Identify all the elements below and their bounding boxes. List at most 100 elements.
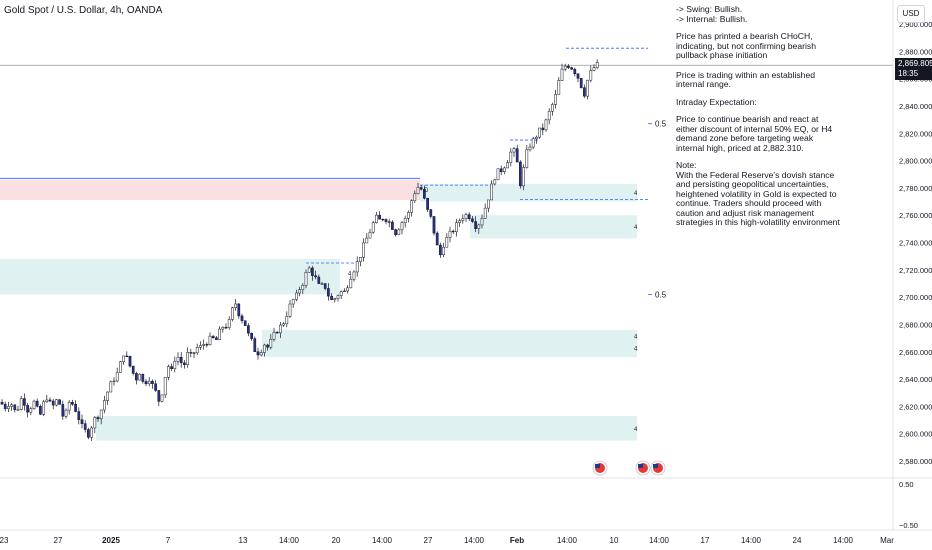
- bear-candle: [317, 276, 321, 284]
- time-tick-label: Mar: [880, 536, 894, 545]
- currency-button[interactable]: USD: [897, 5, 925, 23]
- bear-candle: [573, 68, 577, 75]
- bear-candle: [144, 381, 148, 385]
- bull-candle: [173, 361, 177, 370]
- bull-candle: [493, 179, 497, 185]
- time-tick-label: 27: [54, 536, 63, 545]
- bull-candle: [375, 214, 378, 224]
- bear-candle: [224, 326, 228, 329]
- current-price-tag: 2,869.805 18:35: [895, 58, 932, 80]
- bear-candle: [61, 404, 65, 417]
- zone-marker: 4: [634, 427, 638, 433]
- current-price: 2,869.805: [898, 59, 932, 68]
- bear-candle: [541, 127, 545, 131]
- bear-candle: [83, 423, 87, 430]
- bull-candle: [10, 404, 13, 407]
- bull-candle: [55, 399, 58, 406]
- bear-candle: [327, 288, 330, 297]
- bear-candle: [423, 189, 426, 199]
- demand-zone: [0, 258, 340, 295]
- bull-candle: [464, 214, 468, 219]
- bull-candle: [448, 230, 452, 238]
- bull-candle: [343, 290, 346, 293]
- note-expectation-title: Intraday Expectation:: [676, 96, 757, 107]
- bull-candle: [103, 400, 106, 411]
- bear-candle: [71, 402, 74, 405]
- bear-candle: [576, 73, 580, 79]
- bull-candle: [29, 408, 33, 413]
- bear-candle: [471, 218, 474, 222]
- us-flag-canton: [638, 464, 643, 468]
- eq-label: 0.5: [655, 290, 667, 299]
- bull-candle: [349, 278, 353, 289]
- bear-candle: [311, 267, 314, 276]
- bull-candle: [263, 344, 266, 353]
- bull-candle: [231, 307, 234, 320]
- bear-candle: [74, 404, 77, 412]
- bear-candle: [419, 187, 423, 190]
- bull-candle: [557, 80, 561, 95]
- bear-candle: [179, 356, 183, 364]
- bear-candle: [381, 218, 385, 221]
- price-tick-label: 2,680.000: [899, 320, 932, 329]
- bear-candle: [583, 87, 586, 97]
- bull-candle: [410, 200, 413, 213]
- bear-candle: [3, 403, 7, 410]
- bear-candle: [183, 362, 186, 366]
- bull-candle: [359, 257, 362, 262]
- bear-candle: [570, 67, 573, 70]
- demand-zone: [262, 340, 637, 358]
- time-tick-label: 10: [610, 536, 619, 545]
- us-flag-canton: [653, 464, 658, 468]
- bull-candle: [167, 366, 170, 378]
- note-body: With the Federal Reserve's dovish stance…: [676, 169, 840, 227]
- economic-event-icon: [592, 460, 608, 476]
- bull-candle: [403, 218, 407, 223]
- bull-candle: [535, 136, 538, 139]
- time-tick-label: 20: [332, 536, 341, 545]
- price-tick-label: 2,720.000: [899, 266, 932, 275]
- bull-candle: [346, 287, 349, 292]
- bear-candle: [439, 244, 442, 256]
- bull-candle: [442, 246, 445, 256]
- time-tick-label: 2025: [102, 536, 120, 545]
- bull-candle: [416, 187, 420, 195]
- bull-candle: [160, 394, 164, 402]
- price-tick-label: 2,840.000: [899, 102, 932, 111]
- demand-zone: [262, 329, 637, 341]
- bear-candle: [0, 402, 4, 405]
- bear-candle: [384, 219, 388, 222]
- bull-candle: [595, 62, 599, 68]
- bear-candle: [256, 351, 260, 356]
- time-tick-label: 17: [701, 536, 710, 545]
- bull-candle: [554, 94, 557, 105]
- bear-candle: [170, 366, 173, 370]
- note-choch: Price has printed a bearish CHoCH, indic…: [676, 31, 816, 60]
- bear-candle: [192, 352, 196, 354]
- time-tick-label: 14:00: [557, 536, 578, 545]
- bull-candle: [279, 324, 282, 334]
- bull-candle: [176, 356, 180, 362]
- bull-candle: [560, 68, 564, 81]
- bull-candle: [461, 218, 465, 221]
- bear-candle: [253, 338, 257, 352]
- level-layer: [0, 47, 893, 264]
- bear-candle: [579, 78, 583, 88]
- bull-candle: [487, 199, 490, 209]
- bull-candle: [282, 323, 285, 326]
- bull-candle: [531, 138, 535, 148]
- bull-candle: [291, 299, 295, 305]
- bull-candle: [269, 339, 273, 348]
- bull-candle: [221, 326, 225, 330]
- bear-candle: [314, 275, 317, 278]
- demand-zone: [420, 183, 637, 202]
- bear-candle: [247, 325, 250, 334]
- demand-zone: [96, 415, 637, 441]
- bull-candle: [42, 401, 45, 415]
- bull-candle: [413, 193, 417, 201]
- price-tick-label: 2,760.000: [899, 211, 932, 220]
- indicator-tick-label: −0.50: [899, 521, 918, 530]
- chart-title: Gold Spot / U.S. Dollar, 4h, OANDA: [4, 5, 163, 16]
- bear-candle: [39, 405, 42, 415]
